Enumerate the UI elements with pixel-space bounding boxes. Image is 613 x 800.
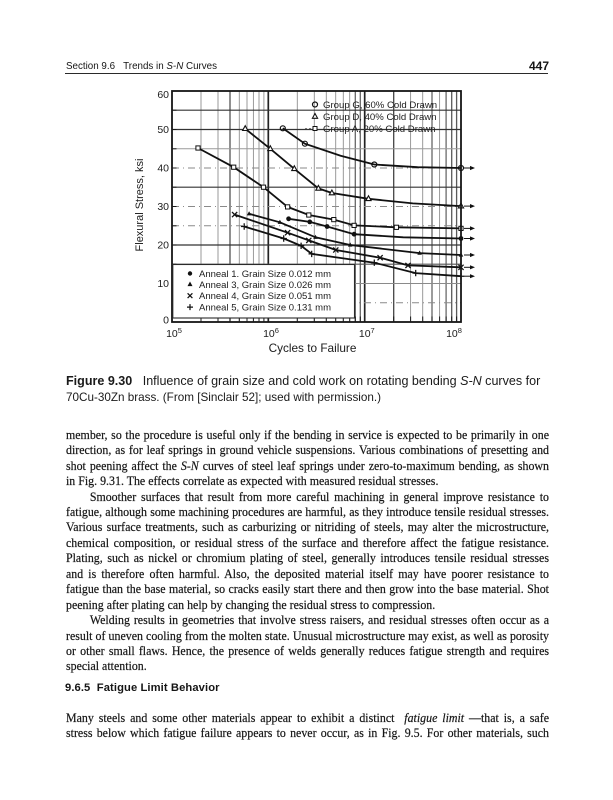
svg-text:Anneal 5, Grain Size 0.131 mm: Anneal 5, Grain Size 0.131 mm: [199, 303, 331, 314]
svg-text:50: 50: [157, 124, 169, 136]
svg-text:Anneal 4, Grain Size 0.051 mm: Anneal 4, Grain Size 0.051 mm: [199, 291, 331, 302]
svg-text:10: 10: [157, 278, 169, 290]
svg-text:0: 0: [163, 315, 169, 327]
svg-text:60: 60: [157, 89, 169, 101]
svg-text:Cycles to Failure: Cycles to Failure: [269, 341, 357, 355]
svg-text:40: 40: [157, 163, 169, 175]
svg-text:Group D, 40% Cold Drawn: Group D, 40% Cold Drawn: [323, 112, 437, 123]
svg-text:Anneal 3, Grain Size 0.026 mm: Anneal 3, Grain Size 0.026 mm: [199, 280, 331, 291]
svg-text:Group G, 60% Cold Drawn: Group G, 60% Cold Drawn: [323, 100, 437, 111]
svg-text:Anneal 1. Grain Size 0.012 mm: Anneal 1. Grain Size 0.012 mm: [199, 269, 331, 280]
svg-text:Group A, 20% Cold Drawn: Group A, 20% Cold Drawn: [323, 124, 436, 135]
svg-text:20: 20: [157, 240, 169, 252]
svg-text:Flexural Stress, ksi: Flexural Stress, ksi: [134, 159, 146, 252]
svg-text:30: 30: [157, 201, 169, 213]
